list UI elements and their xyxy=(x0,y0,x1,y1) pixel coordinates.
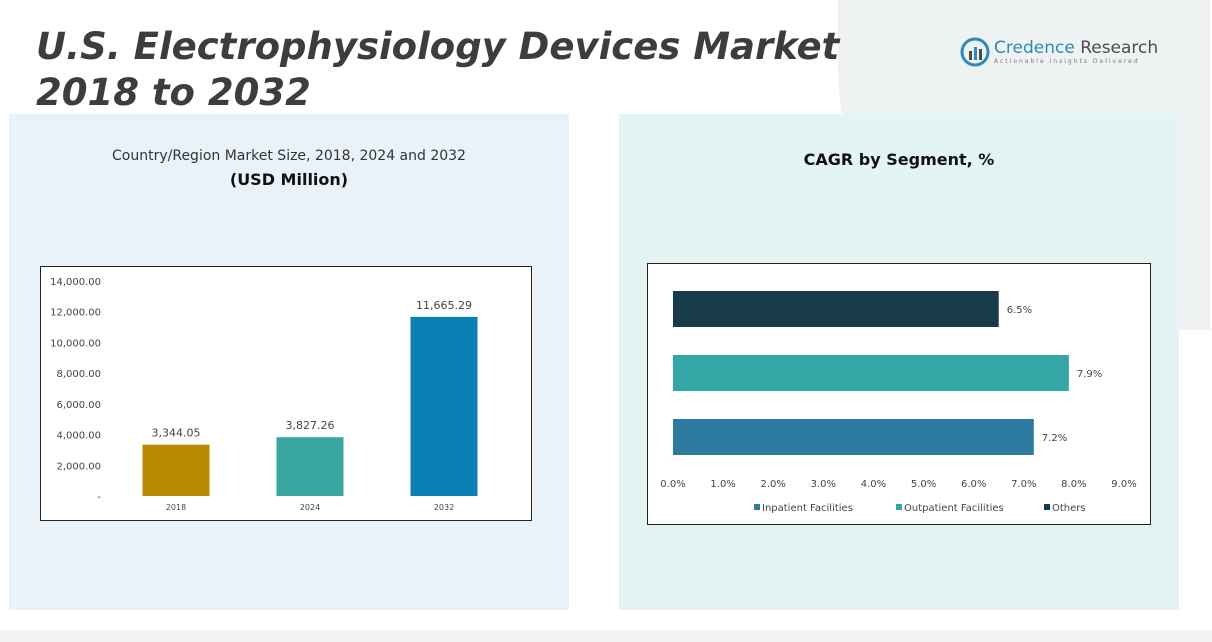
x-tick-label: 5.0% xyxy=(911,479,936,490)
data-label-inpatient-facilities: 7.2% xyxy=(1042,433,1067,444)
bar-2018 xyxy=(142,444,210,496)
legend-label-others: Others xyxy=(1052,503,1086,514)
logo-name-part1: Credence xyxy=(994,38,1075,58)
data-label-outpatient-facilities: 7.9% xyxy=(1077,369,1102,380)
x-tick-label: 4.0% xyxy=(861,479,886,490)
bar-others xyxy=(673,291,999,327)
x-tick-label: 2.0% xyxy=(761,479,786,490)
market-size-bar-chart: - 2,000.00 4,000.00 6,000.00 8,000.00 10,000.… xyxy=(40,266,532,521)
logo-name: Credence Research xyxy=(994,38,1158,58)
market-size-chart-title: Country/Region Market Size, 2018, 2024 a… xyxy=(112,148,466,164)
bar-inpatient-facilities xyxy=(673,419,1034,455)
y-tick-label: 2,000.00 xyxy=(56,461,101,472)
credence-research-logo-icon xyxy=(960,37,990,67)
bar-2032 xyxy=(410,316,478,496)
legend-label-inpatient-facilities: Inpatient Facilities xyxy=(762,503,853,514)
x-tick-label: 1.0% xyxy=(710,479,735,490)
cagr-chart-title: CAGR by Segment, % xyxy=(803,150,995,169)
y-tick-label: - xyxy=(97,492,101,503)
footer-strip xyxy=(0,630,1212,642)
y-tick-label: 6,000.00 xyxy=(56,400,101,411)
data-label-2024: 3,827.26 xyxy=(286,419,335,432)
x-tick-label-2032: 2032 xyxy=(434,503,454,512)
y-tick-label: 14,000.00 xyxy=(50,277,101,288)
logo-tagline: Actionable Insights Delivered xyxy=(994,58,1140,65)
x-tick-label-2018: 2018 xyxy=(166,503,186,512)
legend-label-outpatient-facilities: Outpatient Facilities xyxy=(904,503,1004,514)
x-tick-label: 0.0% xyxy=(660,479,685,490)
market-size-chart-svg: - 2,000.00 4,000.00 6,000.00 8,000.00 10,000.… xyxy=(50,277,478,512)
y-tick-label: 4,000.00 xyxy=(56,431,101,442)
x-tick-label: 9.0% xyxy=(1111,479,1136,490)
data-label-2018: 3,344.05 xyxy=(152,427,201,440)
bar-2024 xyxy=(276,437,344,496)
bar-outpatient-facilities xyxy=(673,355,1069,391)
x-tick-label-2024: 2024 xyxy=(300,503,320,512)
logo-name-part2: Research xyxy=(1080,38,1159,58)
legend-swatch-inpatient-facilities xyxy=(754,504,760,510)
x-tick-label: 8.0% xyxy=(1061,479,1086,490)
legend-swatch-outpatient-facilities xyxy=(896,504,902,510)
y-tick-label: 10,000.00 xyxy=(50,338,101,349)
legend-swatch-others xyxy=(1044,504,1050,510)
x-tick-label: 7.0% xyxy=(1011,479,1036,490)
data-label-2032: 11,665.29 xyxy=(416,299,472,312)
market-size-chart-subtitle: (USD Million) xyxy=(229,170,349,189)
data-label-others: 6.5% xyxy=(1007,305,1032,316)
x-tick-label: 6.0% xyxy=(961,479,986,490)
cagr-chart-svg: 6.5% 7.9% 7.2% 0.0% 1.0% 2.0% 3.0% 4.0% 5.0% 6.0%… xyxy=(660,291,1137,514)
page-title: U.S. Electrophysiology Devices Market 20… xyxy=(36,25,840,114)
y-tick-label: 12,000.00 xyxy=(50,308,101,319)
y-tick-label: 8,000.00 xyxy=(56,369,101,380)
cagr-bar-chart: 6.5% 7.9% 7.2% 0.0% 1.0% 2.0% 3.0% 4.0% 5.0% 6.0%… xyxy=(647,263,1151,525)
x-tick-label: 3.0% xyxy=(811,479,836,490)
company-logo: Credence Research Actionable Insights De… xyxy=(960,37,1158,67)
